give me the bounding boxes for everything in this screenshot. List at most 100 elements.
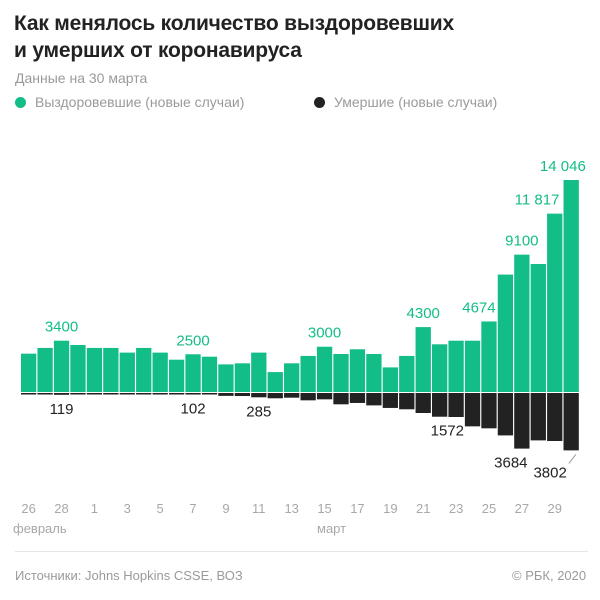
bar-recovered bbox=[464, 340, 481, 392]
bar-deaths bbox=[432, 393, 448, 417]
bar-recovered bbox=[481, 321, 497, 392]
data-label-deaths: 102 bbox=[181, 401, 206, 418]
bar-deaths bbox=[448, 393, 464, 417]
bar-recovered bbox=[152, 352, 168, 392]
x-tick-label: 19 bbox=[383, 501, 397, 516]
bar-deaths bbox=[481, 393, 497, 429]
data-label-recovered: 3000 bbox=[308, 325, 341, 342]
bar-deaths bbox=[37, 393, 53, 395]
bar-recovered bbox=[333, 353, 349, 392]
data-label-recovered: 9100 bbox=[505, 233, 538, 250]
title-line-2: и умерших от коронавируса bbox=[14, 39, 302, 62]
bar-recovered bbox=[514, 254, 530, 392]
x-tick-label: 17 bbox=[350, 501, 364, 516]
bar-recovered bbox=[284, 363, 300, 392]
bar-recovered bbox=[448, 340, 464, 392]
title-line-1: Как менялось количество выздоровевших bbox=[14, 12, 454, 35]
data-label-deaths: 3802 bbox=[533, 464, 566, 481]
x-tick-label: 21 bbox=[416, 501, 430, 516]
bar-deaths bbox=[366, 393, 382, 406]
x-tick-label: 27 bbox=[515, 501, 529, 516]
bar-deaths bbox=[464, 393, 481, 427]
bar-deaths bbox=[53, 393, 70, 395]
data-label-deaths: 285 bbox=[246, 403, 271, 420]
bar-recovered bbox=[21, 353, 37, 392]
x-tick-label: 1 bbox=[91, 501, 98, 516]
data-label-recovered: 3400 bbox=[45, 319, 78, 336]
footer-divider bbox=[15, 551, 588, 552]
x-tick-label: 11 bbox=[252, 501, 266, 516]
bar-deaths bbox=[530, 393, 546, 441]
bar-recovered bbox=[37, 347, 53, 392]
leader-line bbox=[568, 454, 577, 464]
bar-recovered bbox=[168, 359, 185, 392]
legend-dot-black-icon bbox=[314, 96, 325, 108]
bar-recovered bbox=[234, 363, 251, 392]
bar-recovered bbox=[366, 353, 382, 392]
data-label-deaths: 1572 bbox=[431, 423, 464, 440]
x-tick-label: 5 bbox=[157, 501, 164, 516]
bar-deaths bbox=[547, 393, 563, 441]
bar-deaths bbox=[415, 393, 431, 413]
data-label-recovered: 4300 bbox=[407, 305, 440, 322]
x-tick-label: 25 bbox=[482, 501, 496, 516]
bar-deaths bbox=[218, 393, 234, 396]
bar-recovered bbox=[563, 180, 579, 392]
bar-recovered bbox=[497, 274, 514, 392]
bar-deaths bbox=[251, 393, 267, 398]
bar-deaths bbox=[382, 393, 398, 408]
bar-recovered bbox=[349, 349, 366, 392]
legend-label-deaths: Умершие (новые случаи) bbox=[334, 94, 498, 110]
x-tick-label: 13 bbox=[284, 501, 298, 516]
month-label-march: март bbox=[317, 521, 346, 536]
bar-deaths bbox=[333, 393, 349, 405]
month-label-february: февраль bbox=[13, 521, 67, 536]
bar-recovered bbox=[53, 340, 70, 392]
bar-recovered bbox=[530, 264, 546, 392]
bar-deaths bbox=[103, 393, 119, 395]
bar-recovered bbox=[432, 344, 448, 392]
bar-recovered bbox=[185, 354, 201, 392]
bar-deaths bbox=[267, 393, 283, 399]
bar-recovered bbox=[103, 347, 119, 392]
legend-label-recovered: Выздоровевшие (новые случаи) bbox=[35, 94, 245, 110]
x-tick-label: 28 bbox=[54, 501, 68, 516]
bar-deaths bbox=[349, 393, 366, 403]
bar-recovered bbox=[415, 327, 431, 392]
bar-deaths bbox=[399, 393, 415, 410]
bar-recovered bbox=[218, 364, 234, 392]
x-tick-label: 23 bbox=[449, 501, 463, 516]
legend-item-recovered: Выздоровевшие (новые случаи) bbox=[15, 94, 244, 110]
x-tick-label: 7 bbox=[189, 501, 196, 516]
bar-recovered bbox=[70, 344, 86, 392]
bar-recovered bbox=[300, 355, 316, 392]
x-tick-label: 29 bbox=[547, 501, 561, 516]
data-label-recovered: 2500 bbox=[176, 332, 209, 349]
legend-dot-green-icon bbox=[15, 96, 26, 108]
copyright-text: © РБК, 2020 bbox=[512, 568, 587, 583]
x-tick-label: 15 bbox=[317, 501, 331, 516]
legend-item-deaths: Умершие (новые случаи) bbox=[314, 94, 497, 110]
bar-deaths bbox=[514, 393, 530, 449]
data-label-deaths: 119 bbox=[50, 401, 74, 418]
data-label-recovered: 11 817 bbox=[515, 192, 560, 209]
bar-deaths bbox=[70, 393, 86, 395]
data-label-deaths: 3684 bbox=[494, 455, 527, 472]
bar-deaths bbox=[563, 393, 579, 451]
bar-recovered bbox=[136, 347, 152, 392]
bar-recovered bbox=[316, 346, 333, 392]
bar-recovered bbox=[382, 367, 398, 392]
subtitle: Данные на 30 марта bbox=[15, 70, 148, 86]
data-label-recovered: 14 046 bbox=[540, 158, 586, 175]
sources-text: Источники: Johns Hopkins CSSE, ВОЗ bbox=[15, 568, 243, 583]
x-tick-label: 26 bbox=[21, 501, 35, 516]
bar-deaths bbox=[234, 393, 251, 397]
bar-recovered bbox=[399, 355, 415, 392]
bar-deaths bbox=[119, 393, 135, 395]
bar-deaths bbox=[136, 393, 152, 395]
bar-deaths bbox=[21, 393, 37, 395]
bar-recovered bbox=[547, 213, 563, 392]
bar-recovered bbox=[251, 352, 267, 392]
data-label-recovered: 4674 bbox=[462, 299, 495, 316]
